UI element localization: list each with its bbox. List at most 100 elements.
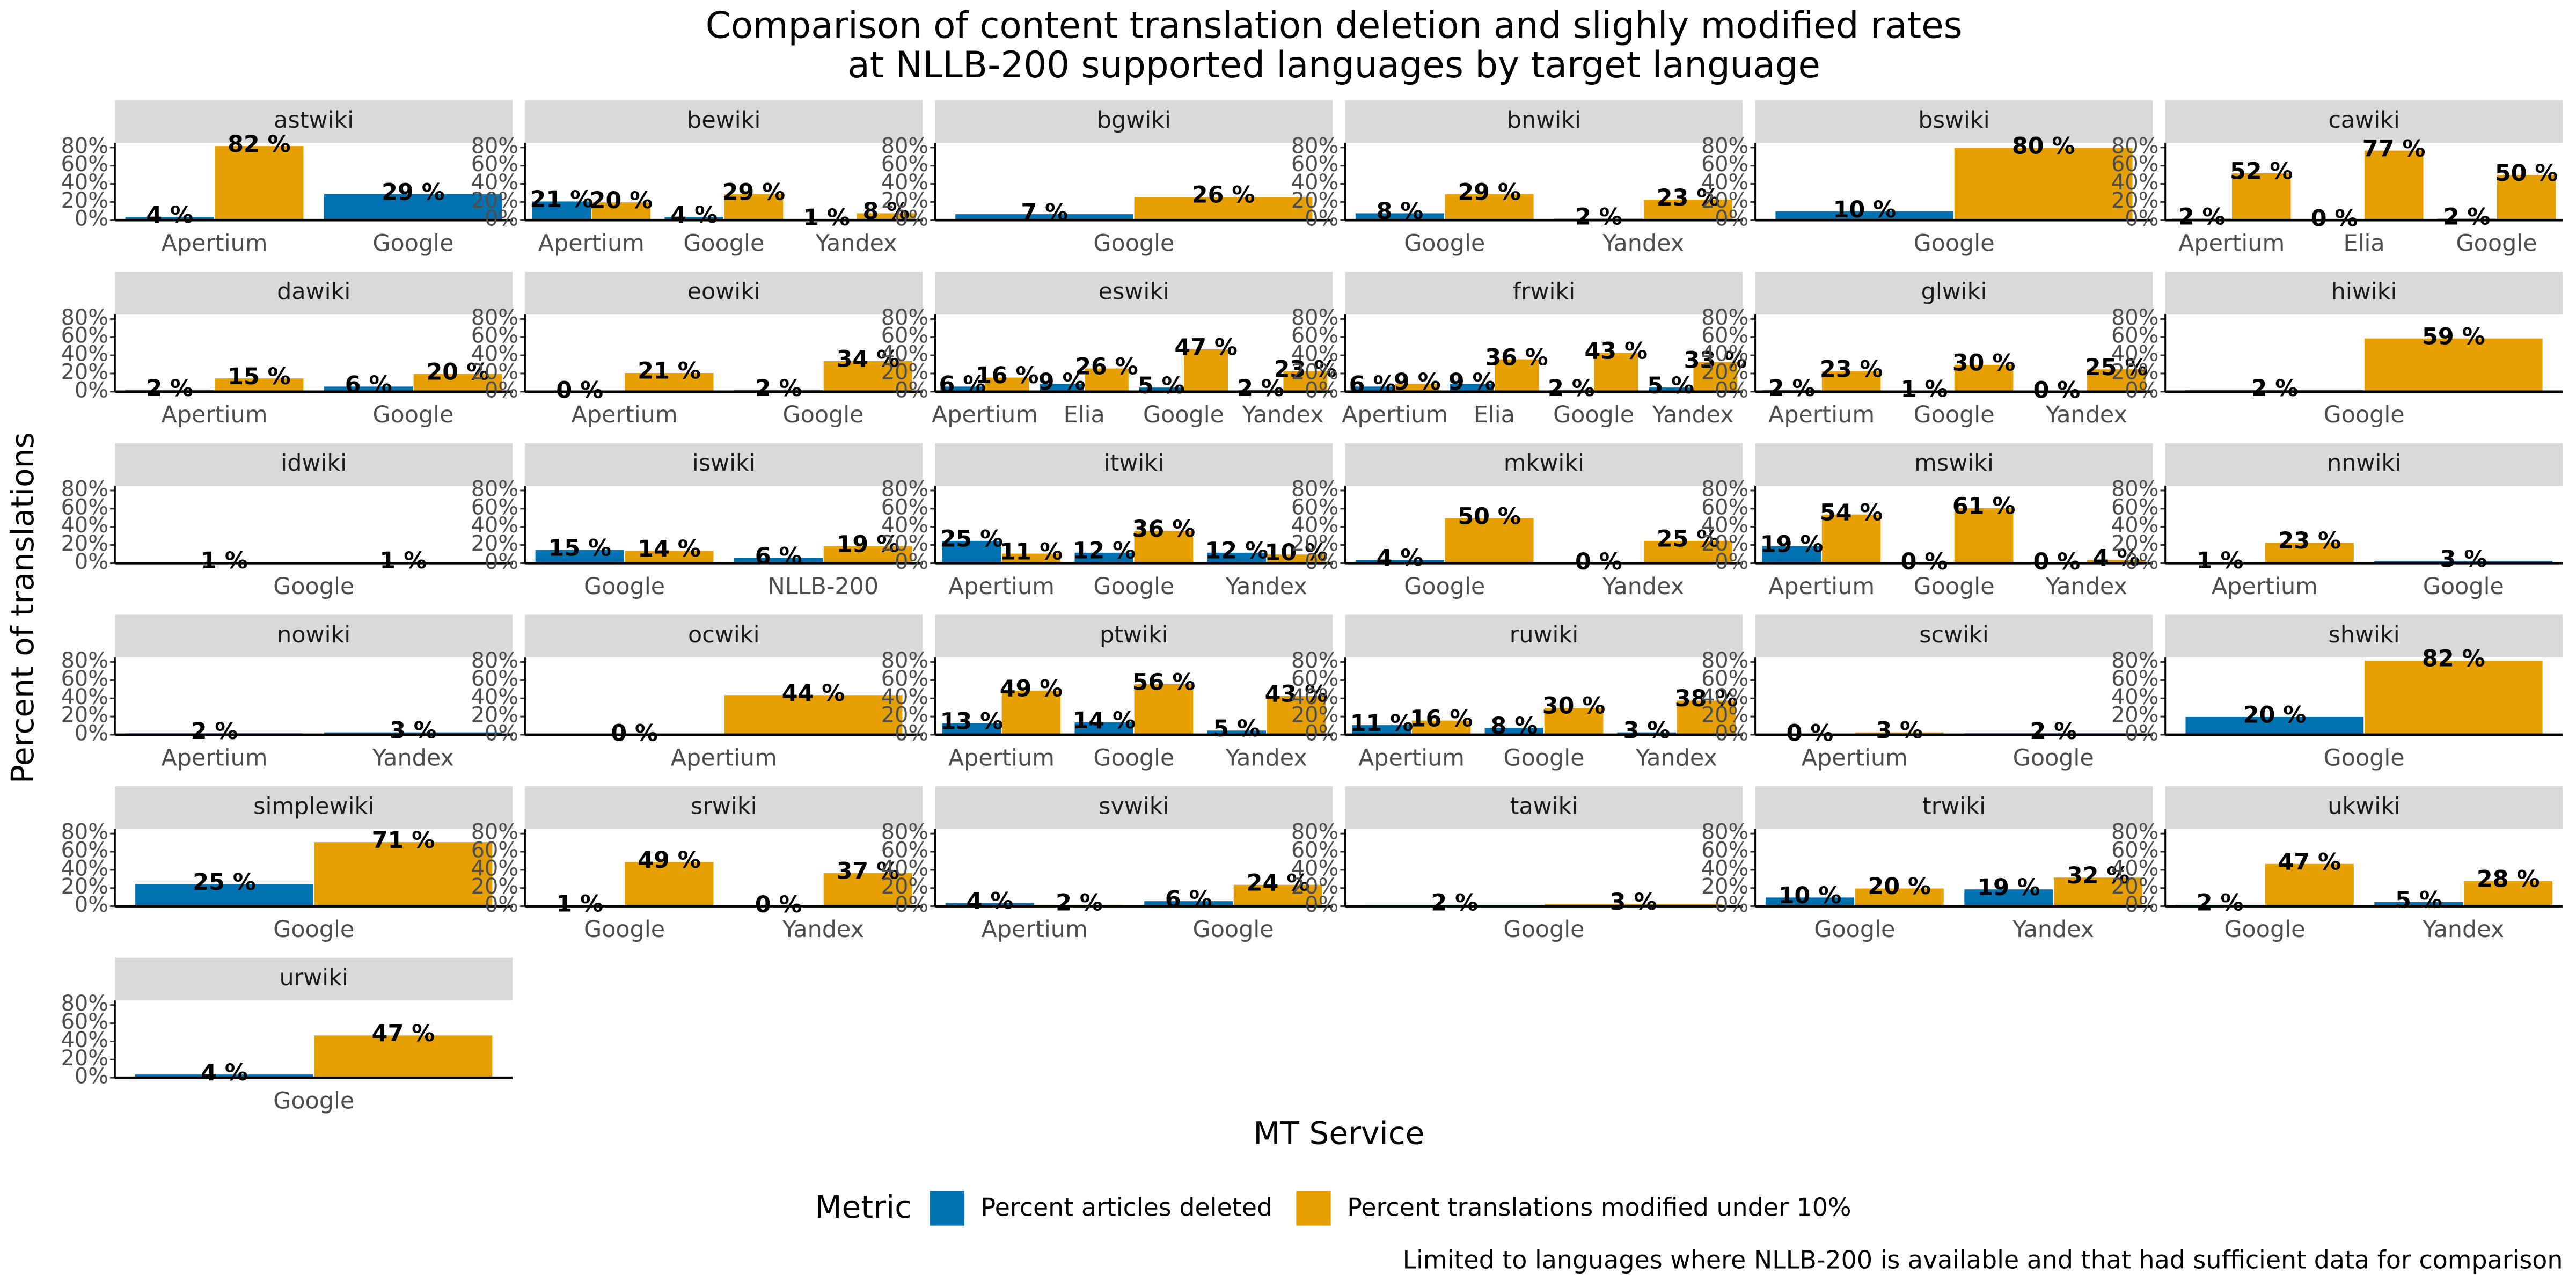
- facet-strip: [1345, 443, 1743, 486]
- y-tick-label: 0%: [1715, 378, 1748, 402]
- data-label: 20 %: [2243, 702, 2306, 729]
- data-label: 0 %: [1787, 720, 1834, 747]
- facet-strip: [935, 443, 1333, 486]
- y-tick-label: 80%: [1291, 820, 1338, 845]
- bar: [1133, 196, 1313, 221]
- bar: [823, 545, 913, 564]
- data-label: 54 %: [1820, 499, 1883, 526]
- y-tick-label: 60%: [61, 152, 108, 177]
- y-tick-label: 20%: [881, 360, 928, 384]
- y-tick-label: 40%: [1291, 170, 1338, 195]
- y-tick-label: 60%: [471, 495, 518, 519]
- data-label: 0 %: [611, 720, 658, 747]
- bar: [1676, 699, 1737, 735]
- facet-strip: [1755, 100, 2153, 143]
- y-tick-label: 80%: [471, 820, 518, 845]
- y-tick-label: 20%: [881, 874, 928, 899]
- data-label: 49 %: [638, 847, 700, 874]
- data-label: 29 %: [722, 179, 785, 206]
- facet-strip: [2165, 614, 2563, 658]
- y-tick-label: 60%: [1701, 152, 1748, 177]
- x-tick-label: Google: [1913, 573, 1994, 600]
- data-label: 15 %: [548, 535, 611, 561]
- data-label: 5 %: [1213, 715, 1260, 742]
- x-tick-label: Yandex: [815, 230, 897, 257]
- x-tick-label: Yandex: [372, 744, 454, 771]
- facet-title: tawiki: [1510, 793, 1578, 819]
- y-tick-label: 20%: [1291, 188, 1338, 213]
- data-label: 7 %: [1021, 199, 1068, 226]
- data-label: 34 %: [837, 346, 899, 373]
- y-tick-label: 0%: [1715, 207, 1748, 231]
- facet-title: eowiki: [687, 279, 760, 305]
- data-label: 1 %: [556, 890, 603, 917]
- y-tick-label: 80%: [2111, 477, 2158, 501]
- bar: [1001, 690, 1062, 735]
- y-tick-label: 60%: [471, 152, 518, 177]
- y-tick-label: 60%: [1701, 667, 1748, 691]
- x-tick-label: NLLB-200: [768, 573, 879, 600]
- x-tick-label: Yandex: [2045, 573, 2127, 600]
- facet-strip: [1755, 786, 2153, 829]
- y-tick-label: 60%: [471, 838, 518, 863]
- y-tick-label: 40%: [1291, 513, 1338, 538]
- y-tick-label: 0%: [1305, 207, 1338, 231]
- y-tick-label: 80%: [881, 305, 928, 330]
- y-tick-label: 80%: [61, 991, 108, 1016]
- facet-strip: [2165, 100, 2563, 143]
- y-tick-label: 0%: [895, 721, 928, 745]
- y-tick-label: 20%: [1291, 703, 1338, 728]
- data-label: 6 %: [755, 543, 802, 570]
- facet-strip: [1345, 272, 1743, 314]
- x-tick-label: Apertium: [1802, 744, 1908, 771]
- y-tick-label: 60%: [2111, 152, 2158, 177]
- bar: [1084, 368, 1130, 392]
- data-label: 2 %: [2030, 718, 2077, 745]
- y-tick-label: 40%: [2111, 856, 2158, 881]
- x-tick-label: Apertium: [982, 916, 1088, 943]
- data-label: 25 %: [940, 526, 1003, 553]
- data-label: 19 %: [1977, 874, 2040, 901]
- facet-title: bewiki: [687, 107, 760, 134]
- y-tick-label: 60%: [61, 1009, 108, 1034]
- y-tick-label: 0%: [485, 550, 518, 574]
- facet-title: nnwiki: [2327, 450, 2401, 477]
- bar: [1821, 370, 1882, 392]
- y-tick-label: 60%: [61, 495, 108, 519]
- facet-title: urwiki: [279, 964, 348, 991]
- data-label: 32 %: [2067, 862, 2129, 889]
- y-tick-label: 80%: [471, 134, 518, 158]
- x-tick-label: Apertium: [2212, 573, 2318, 600]
- x-tick-label: Yandex: [1602, 573, 1684, 600]
- y-tick-label: 40%: [2111, 685, 2158, 709]
- facet-strip: [935, 786, 1333, 829]
- x-tick-label: Apertium: [1342, 401, 1448, 428]
- bar: [624, 861, 715, 907]
- y-tick-label: 0%: [2125, 550, 2158, 574]
- x-tick-label: Apertium: [161, 401, 267, 428]
- x-tick-label: Google: [1143, 401, 1224, 428]
- y-tick-label: 20%: [61, 703, 108, 728]
- y-tick-label: 20%: [471, 703, 518, 728]
- data-label: 12 %: [1205, 538, 1268, 565]
- facet-title: bswiki: [1918, 107, 1989, 134]
- data-label: 3 %: [390, 717, 437, 744]
- y-tick-label: 20%: [1291, 531, 1338, 556]
- x-tick-label: Google: [1404, 230, 1485, 257]
- y-tick-label: 80%: [61, 820, 108, 845]
- y-tick-label: 20%: [61, 360, 108, 384]
- data-label: 71 %: [372, 827, 435, 854]
- y-tick-label: 40%: [61, 1028, 108, 1052]
- y-tick-label: 40%: [471, 513, 518, 538]
- bar: [1494, 358, 1540, 392]
- data-label: 4 %: [146, 202, 193, 229]
- data-label: 10 %: [1833, 196, 1896, 223]
- bar: [723, 193, 784, 221]
- data-label: 19 %: [837, 531, 899, 558]
- x-tick-label: Apertium: [2178, 230, 2285, 257]
- y-tick-label: 0%: [895, 892, 928, 917]
- facet-strip: [525, 786, 923, 829]
- facet-strip: [115, 957, 513, 1001]
- bar: [941, 540, 1002, 564]
